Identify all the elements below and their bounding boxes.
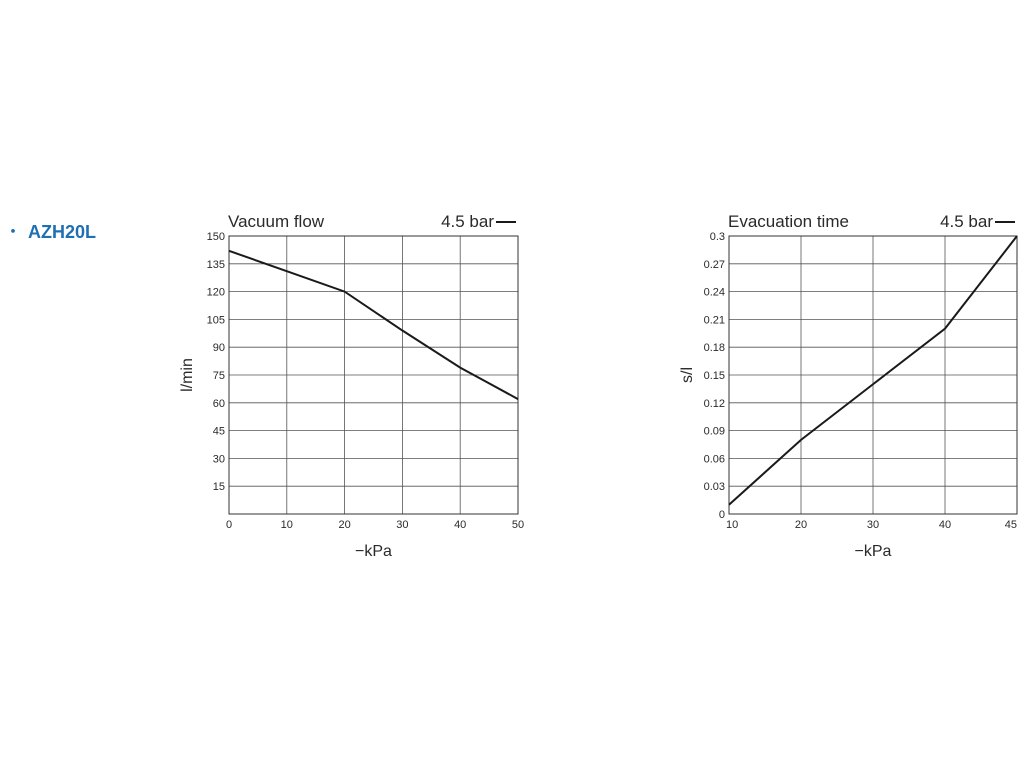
chart2-ytick-label: 0.21 (704, 314, 725, 326)
chart1-ytick-label: 45 (213, 426, 225, 438)
chart2-ylabel: s/l (679, 367, 696, 383)
chart2-xtick-label: 45 (1005, 519, 1017, 531)
chart1-legend-label: 4.5 bar (441, 212, 494, 231)
chart1-frame (228, 235, 519, 515)
chart2-ytick-label: 0.27 (704, 259, 725, 271)
chart2-title: Evacuation time (728, 212, 849, 231)
chart1-xlabel: −kPa (355, 543, 392, 560)
chart2-xtick-label: 30 (867, 519, 879, 531)
chart2-xtick-label: 20 (795, 519, 807, 531)
chart1-ytick-label: 60 (213, 398, 225, 410)
chart2-ytick-label: 0.12 (704, 398, 725, 410)
chart1-ytick-label: 105 (207, 314, 225, 326)
chart1-xtick-label: 50 (512, 519, 524, 531)
chart1-xtick-label: 20 (338, 519, 350, 531)
product-label: ・ AZH20L (4, 218, 96, 244)
chart2-legend-label: 4.5 bar (940, 212, 993, 231)
bullet: ・ (4, 222, 22, 242)
chart1-ylabel: l/min (179, 358, 196, 392)
chart2-ytick-label: 0 (719, 509, 725, 521)
chart2-ytick-label: 0.15 (704, 370, 725, 382)
chart2-frame (728, 235, 1018, 515)
chart1-ytick-label: 150 (207, 231, 225, 243)
chart2-xlabel: −kPa (855, 543, 892, 560)
chart1-ytick-label: 15 (213, 481, 225, 493)
chart1-ytick-label: 120 (207, 287, 225, 299)
product-name: AZH20L (28, 222, 97, 242)
chart2-series-line (728, 235, 1018, 506)
chart2-ytick-label: 0.24 (704, 287, 725, 299)
chart1-ytick-label: 30 (213, 453, 225, 465)
chart1-title: Vacuum flow (228, 212, 325, 231)
chart2-ytick-label: 0.03 (704, 481, 725, 493)
chart2-ytick-label: 0.09 (704, 426, 725, 438)
chart1-series-line (228, 249, 519, 400)
chart2-ytick-label: 0.06 (704, 453, 725, 465)
chart1-xtick-label: 30 (396, 519, 408, 531)
chart1-ytick-label: 135 (207, 259, 225, 271)
chart1-ytick-label: 75 (213, 370, 225, 382)
chart2-ytick-label: 0.3 (710, 231, 725, 243)
chart1-xtick-label: 10 (281, 519, 293, 531)
chart2-xtick-label: 10 (726, 519, 738, 531)
chart2-ytick-label: 0.18 (704, 342, 725, 354)
chart2-xtick-label: 40 (939, 519, 951, 531)
chart1-xtick-label: 40 (454, 519, 466, 531)
chart1-xtick-label: 0 (226, 519, 232, 531)
chart1-ytick-label: 90 (213, 342, 225, 354)
